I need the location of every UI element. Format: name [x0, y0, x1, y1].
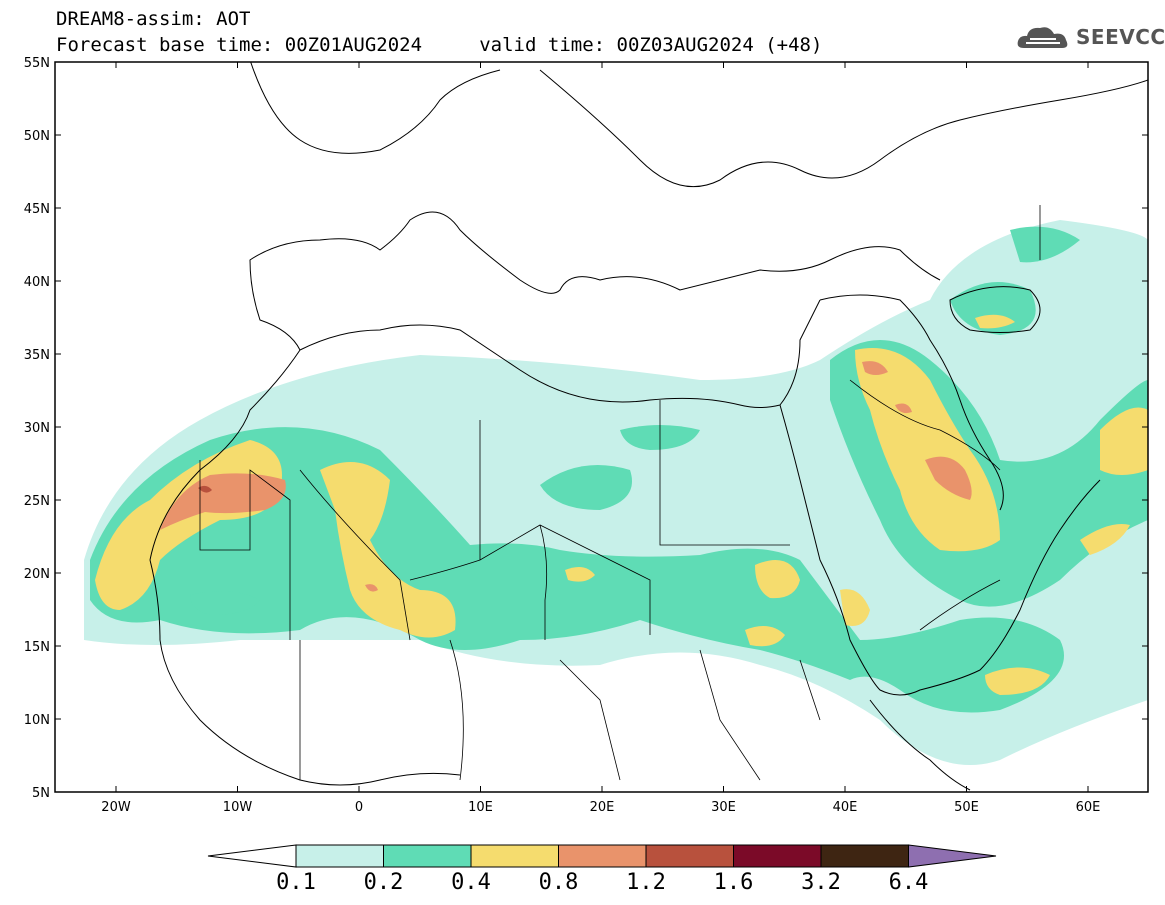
longitude-axis: 20W 10W 0 10E 20E 30E 40E 50E 60E [101, 62, 1100, 815]
lat-label: 50N [24, 129, 50, 144]
lon-label: 10E [468, 800, 493, 815]
colorbar-segment [645, 844, 734, 868]
aot-level-0.8 [160, 361, 972, 592]
lat-label: 20N [24, 567, 50, 582]
lat-label: 15N [24, 640, 50, 655]
aot-level-0.4 [95, 314, 1148, 695]
colorbar-over-arrow [908, 844, 997, 868]
lon-label: 50E [954, 800, 979, 815]
colorbar-under-arrow [207, 844, 297, 868]
logo-text: SEEVCCC [1076, 25, 1165, 49]
colorbar-segment [733, 844, 822, 868]
aot-contours [84, 220, 1148, 765]
colorbar-label: 3.2 [801, 870, 841, 895]
lon-label: 20E [590, 800, 615, 815]
cloud-icon [1017, 27, 1068, 48]
aot-level-1.2 [198, 485, 212, 493]
colorbar-label: 6.4 [888, 870, 929, 895]
colorbar-segment [558, 844, 647, 868]
colorbar-segment [383, 844, 472, 868]
colorbar-segment [820, 844, 909, 868]
lon-label: 10W [223, 800, 253, 815]
lat-label: 40N [24, 275, 50, 290]
lon-label: 40E [833, 800, 858, 815]
colorbar-segment [295, 844, 384, 868]
seevccc-logo: SEEVCCC [1016, 22, 1165, 52]
lat-label: 25N [24, 494, 50, 509]
colorbar-segment [470, 844, 559, 868]
colorbar-label: 0.4 [451, 870, 491, 895]
lat-label: 55N [24, 56, 50, 71]
lon-label: 60E [1076, 800, 1101, 815]
colorbar-label: 0.1 [276, 870, 316, 895]
lat-label: 5N [32, 786, 50, 801]
lat-label: 35N [24, 348, 50, 363]
lat-label: 45N [24, 202, 50, 217]
colorbar [207, 844, 997, 868]
colorbar-label: 1.2 [626, 870, 666, 895]
lat-label: 30N [24, 421, 50, 436]
latitude-axis: 55N 50N 45N 40N 35N 30N 25N 20N 15N 10N 5N [24, 56, 1148, 801]
coastlines [149, 62, 1148, 791]
forecast-time: Forecast base time: 00Z01AUG2024 valid t… [56, 34, 823, 56]
lat-label: 10N [24, 713, 50, 728]
map-title: DREAM8-assim: AOT [56, 8, 251, 30]
colorbar-label: 0.2 [363, 870, 404, 895]
colorbar-label: 1.6 [713, 870, 754, 895]
country-borders [199, 205, 1041, 781]
colorbar-label: 0.8 [538, 870, 579, 895]
lon-label: 20W [101, 800, 131, 815]
lon-label: 0 [355, 800, 363, 815]
lon-label: 30E [711, 800, 736, 815]
